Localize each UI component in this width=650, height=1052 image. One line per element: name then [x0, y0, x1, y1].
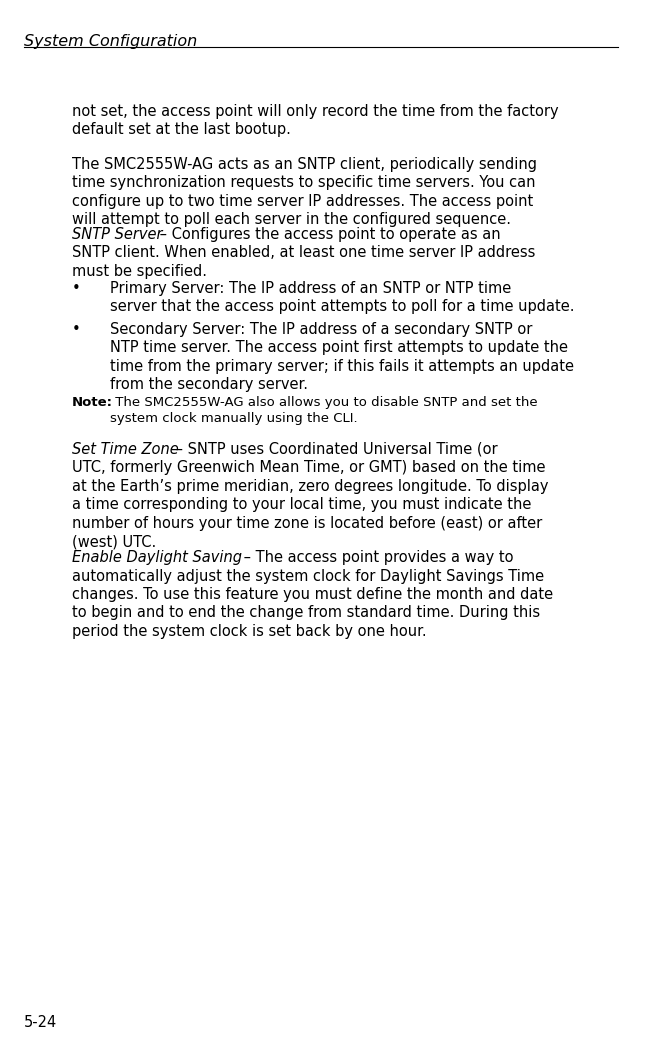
Text: •: • [72, 322, 81, 337]
Text: will attempt to poll each server in the configured sequence.: will attempt to poll each server in the … [72, 213, 511, 227]
Text: Enable Daylight Saving: Enable Daylight Saving [72, 550, 242, 565]
Text: number of hours your time zone is located before (east) or after: number of hours your time zone is locate… [72, 515, 542, 531]
Text: System Configuration: System Configuration [24, 34, 197, 49]
Text: configure up to two time server IP addresses. The access point: configure up to two time server IP addre… [72, 194, 533, 209]
Text: Primary Server: The IP address of an SNTP or NTP time: Primary Server: The IP address of an SNT… [110, 281, 512, 296]
Text: – SNTP uses Coordinated Universal Time (or: – SNTP uses Coordinated Universal Time (… [170, 442, 497, 457]
Text: Secondary Server: The IP address of a secondary SNTP or: Secondary Server: The IP address of a se… [110, 322, 532, 337]
Text: at the Earth’s prime meridian, zero degrees longitude. To display: at the Earth’s prime meridian, zero degr… [72, 479, 549, 494]
Text: Set Time Zone: Set Time Zone [72, 442, 179, 457]
Text: server that the access point attempts to poll for a time update.: server that the access point attempts to… [110, 300, 575, 315]
Text: from the secondary server.: from the secondary server. [110, 378, 308, 392]
Text: – Configures the access point to operate as an: – Configures the access point to operate… [155, 227, 501, 242]
Text: The SMC2555W-AG also allows you to disable SNTP and set the: The SMC2555W-AG also allows you to disab… [111, 396, 538, 409]
Text: time from the primary server; if this fails it attempts an update: time from the primary server; if this fa… [110, 359, 574, 375]
Text: – The access point provides a way to: – The access point provides a way to [239, 550, 514, 565]
Text: •: • [72, 281, 81, 296]
Text: Note:: Note: [72, 396, 113, 409]
Text: SNTP client. When enabled, at least one time server IP address: SNTP client. When enabled, at least one … [72, 245, 536, 261]
Text: to begin and to end the change from standard time. During this: to begin and to end the change from stan… [72, 606, 540, 621]
Text: changes. To use this feature you must define the month and date: changes. To use this feature you must de… [72, 587, 553, 602]
Text: (west) UTC.: (west) UTC. [72, 534, 156, 549]
Text: system clock manually using the CLI.: system clock manually using the CLI. [110, 412, 358, 425]
Text: time synchronization requests to specific time servers. You can: time synchronization requests to specifi… [72, 176, 536, 190]
Text: must be specified.: must be specified. [72, 264, 207, 279]
Text: 5-24: 5-24 [24, 1015, 57, 1030]
Text: not set, the access point will only record the time from the factory: not set, the access point will only reco… [72, 104, 558, 119]
Text: SNTP Server: SNTP Server [72, 227, 162, 242]
Text: a time corresponding to your local time, you must indicate the: a time corresponding to your local time,… [72, 498, 532, 512]
Text: period the system clock is set back by one hour.: period the system clock is set back by o… [72, 624, 426, 639]
Text: UTC, formerly Greenwich Mean Time, or GMT) based on the time: UTC, formerly Greenwich Mean Time, or GM… [72, 461, 545, 476]
Text: The SMC2555W-AG acts as an SNTP client, periodically sending: The SMC2555W-AG acts as an SNTP client, … [72, 157, 537, 171]
Text: default set at the last bootup.: default set at the last bootup. [72, 122, 291, 138]
Text: NTP time server. The access point first attempts to update the: NTP time server. The access point first … [110, 341, 568, 356]
Text: automatically adjust the system clock for Daylight Savings Time: automatically adjust the system clock fo… [72, 568, 544, 584]
